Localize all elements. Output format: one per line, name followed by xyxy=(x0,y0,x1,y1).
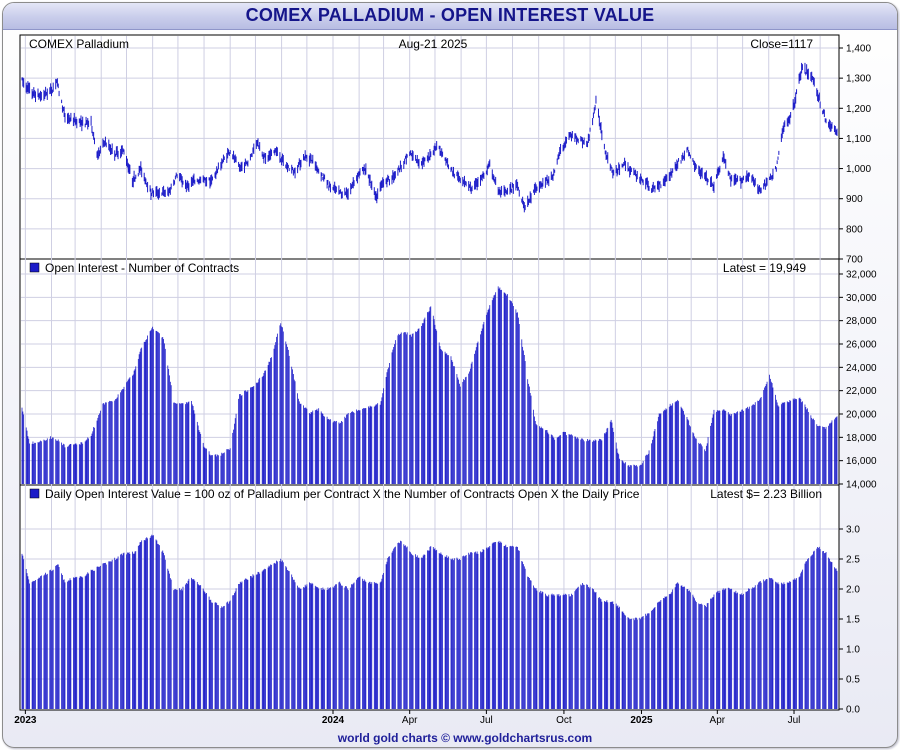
x-axis-ticks: 2023 2024 Apr Jul Oct 2025 Apr Jul xyxy=(14,710,800,726)
oi-bars xyxy=(21,286,838,484)
oi-y-tick-label: 28,000 xyxy=(846,316,877,327)
x-tick-label: Apr xyxy=(710,715,726,726)
price-y-tick-label: 1,200 xyxy=(846,104,871,115)
price-y-tick-label: 1,300 xyxy=(846,74,871,85)
price-series xyxy=(21,62,838,213)
y-axis-ticks: 700 800 900 1,000 1,100 1,200 1,300 1,400 14,000… xyxy=(839,44,877,716)
oi-legend-label: Open Interest - Number of Contracts xyxy=(45,261,239,275)
x-tick-label: Apr xyxy=(402,715,418,726)
price-y-tick-label: 1,400 xyxy=(846,44,871,55)
x-tick-label: 2025 xyxy=(630,715,653,726)
x-tick-label: 2023 xyxy=(14,715,37,726)
value-y-tick-label: 0.0 xyxy=(846,705,860,716)
oi-y-tick-label: 18,000 xyxy=(846,433,877,444)
x-tick-label: 2024 xyxy=(322,715,345,726)
value-latest: Latest $= 2.23 Billion xyxy=(710,487,822,501)
price-y-tick-label: 800 xyxy=(846,224,863,235)
value-bars xyxy=(21,534,838,709)
oi-y-tick-label: 22,000 xyxy=(846,386,877,397)
x-tick-label: Jul xyxy=(788,715,801,726)
price-panel xyxy=(19,34,840,260)
x-tick-label: Oct xyxy=(556,715,572,726)
price-label-date: Aug-21 2025 xyxy=(399,37,468,51)
price-label-left: COMEX Palladium xyxy=(29,37,129,51)
price-y-tick-label: 900 xyxy=(846,194,863,205)
value-legend-swatch xyxy=(29,488,40,499)
footer-credit: world gold charts © www.goldchartsrus.co… xyxy=(337,731,593,745)
value-y-tick-label: 3.0 xyxy=(846,525,860,536)
value-y-tick-label: 2.5 xyxy=(846,555,860,566)
oi-latest: Latest = 19,949 xyxy=(723,261,806,275)
price-y-tick-label: 1,000 xyxy=(846,164,871,175)
oi-y-tick-label: 14,000 xyxy=(846,480,877,491)
x-tick-label: Jul xyxy=(480,715,493,726)
title-bar xyxy=(3,3,897,30)
value-y-tick-label: 1.5 xyxy=(846,615,860,626)
chart-title: COMEX PALLADIUM - OPEN INTEREST VALUE xyxy=(245,5,655,25)
value-y-tick-label: 2.0 xyxy=(846,585,860,596)
oi-y-tick-label: 26,000 xyxy=(846,340,877,351)
price-y-tick-label: 1,100 xyxy=(846,134,871,145)
value-legend-label: Daily Open Interest Value = 100 oz of Pa… xyxy=(45,487,640,501)
oi-y-tick-label: 32,000 xyxy=(846,270,877,281)
oi-y-tick-label: 30,000 xyxy=(846,293,877,304)
oi-y-tick-label: 24,000 xyxy=(846,363,877,374)
value-y-tick-label: 1.0 xyxy=(846,645,860,656)
price-y-tick-label: 700 xyxy=(846,255,863,266)
price-label-close: Close=1117 xyxy=(750,37,813,51)
oi-legend-swatch xyxy=(29,262,40,273)
oi-y-tick-label: 16,000 xyxy=(846,456,877,467)
value-y-tick-label: 0.5 xyxy=(846,675,860,686)
oi-y-tick-label: 20,000 xyxy=(846,410,877,421)
